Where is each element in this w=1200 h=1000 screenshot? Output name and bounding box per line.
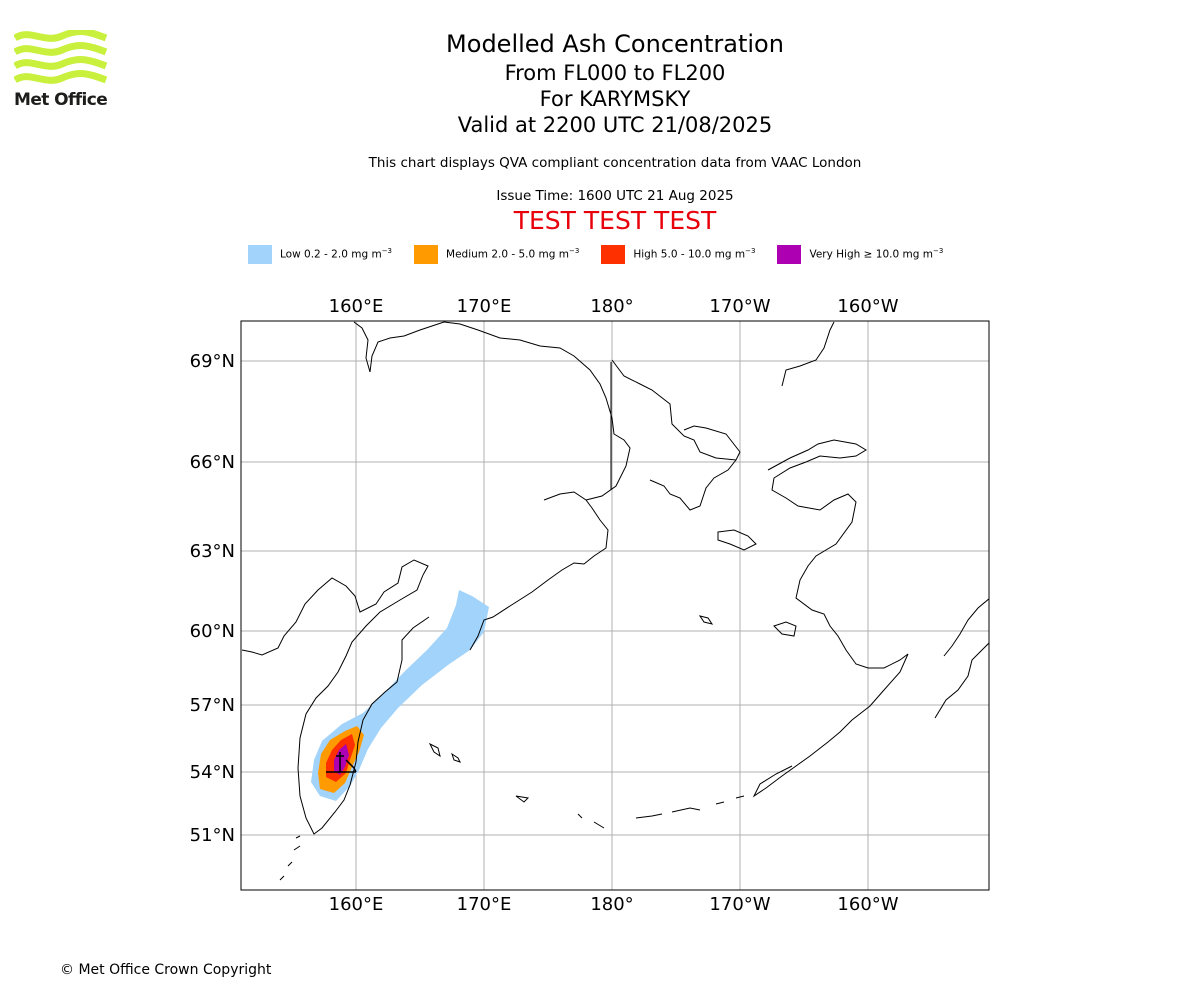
legend-swatch-very-high xyxy=(777,244,802,264)
coastline-alaska-seward xyxy=(649,459,737,511)
lat-tick-label: 69°N xyxy=(190,351,235,372)
legend-item-high: High 5.0 - 10.0 mg m−3 xyxy=(601,244,756,264)
island-aleutians-1 xyxy=(515,795,663,829)
coastline-alaska-kotzebue xyxy=(767,439,909,669)
map-frame xyxy=(240,320,990,891)
legend-swatch-high xyxy=(601,244,626,264)
coastline-kamchatka xyxy=(297,574,430,835)
legend-item-very-high: Very High ≥ 10.0 mg m−3 xyxy=(777,244,944,264)
lon-tick-label-top: 160°W xyxy=(837,296,898,317)
ash-plume-very-high xyxy=(334,744,349,775)
island-aleutians-2 xyxy=(671,795,745,813)
flight-level-range: From FL000 to FL200 xyxy=(504,61,726,85)
chart-title-block: Modelled Ash Concentration From FL000 to… xyxy=(300,28,930,236)
legend-label-high: High 5.0 - 10.0 mg m−3 xyxy=(633,247,756,261)
coastline-gulf-alaska xyxy=(934,642,989,719)
test-banner: TEST TEST TEST xyxy=(513,206,717,235)
lon-tick-label-bottom: 170°E xyxy=(457,894,512,915)
island-commander xyxy=(428,742,461,763)
lon-tick-label-top: 170°W xyxy=(709,296,770,317)
coastline-siberia-pacific xyxy=(469,491,609,651)
karymsky-volcano-marker xyxy=(326,752,357,773)
lon-tick-label-top: 170°E xyxy=(457,296,512,317)
map-content xyxy=(241,321,989,881)
legend-label-low: Low 0.2 - 2.0 mg m−3 xyxy=(280,247,393,261)
lat-tick-label: 51°N xyxy=(190,825,235,846)
coastline-alaska-north xyxy=(781,321,835,387)
coastline-okhotsk xyxy=(241,559,429,656)
qva-note: This chart displays QVA compliant concen… xyxy=(368,155,862,171)
coastline-bristol-bay xyxy=(752,653,909,798)
legend-item-medium: Medium 2.0 - 5.0 mg m−3 xyxy=(414,244,580,264)
legend-swatch-medium xyxy=(414,244,439,264)
lon-tick-label-bottom: 180° xyxy=(590,894,633,915)
coastline-alaska-west xyxy=(611,359,741,461)
graticule xyxy=(241,321,989,890)
lat-tick-label: 57°N xyxy=(190,695,235,716)
legend-item-low: Low 0.2 - 2.0 mg m−3 xyxy=(248,244,393,264)
lat-tick-label: 54°N xyxy=(190,762,235,783)
lon-tick-label-bottom: 160°E xyxy=(329,894,384,915)
lon-tick-label-top: 180° xyxy=(590,296,633,317)
legend-swatch-low xyxy=(248,244,272,264)
island-pribilof xyxy=(698,615,714,625)
concentration-legend: Low 0.2 - 2.0 mg m−3 Medium 2.0 - 5.0 mg… xyxy=(248,243,965,265)
copyright: © Met Office Crown Copyright xyxy=(60,962,272,978)
volcano-name: For KARYMSKY xyxy=(539,87,691,111)
legend-label-medium: Medium 2.0 - 5.0 mg m−3 xyxy=(446,247,580,261)
lat-tick-label: 66°N xyxy=(190,452,235,473)
lon-tick-label-bottom: 170°W xyxy=(709,894,770,915)
coastlines xyxy=(241,321,989,881)
logo-text: Met Office xyxy=(14,90,108,110)
lon-tick-label-bottom: 160°W xyxy=(837,894,898,915)
valid-time: Valid at 2200 UTC 21/08/2025 xyxy=(457,113,773,137)
legend-label-very-high: Very High ≥ 10.0 mg m−3 xyxy=(809,247,944,261)
lat-tick-label: 60°N xyxy=(190,621,235,642)
coastline-chukotka xyxy=(443,321,631,501)
lon-tick-label-top: 160°E xyxy=(329,296,384,317)
island-nunivak xyxy=(773,621,797,637)
issue-time: Issue Time: 1600 UTC 21 Aug 2025 xyxy=(496,188,734,204)
coastline-east-siberian xyxy=(353,321,445,373)
met-office-logo: Met Office xyxy=(13,28,110,114)
island-kuril xyxy=(279,835,301,881)
lat-tick-label: 63°N xyxy=(190,541,235,562)
chart-title: Modelled Ash Concentration xyxy=(446,30,784,58)
axis-tick-labels: 160°E 160°E 170°E 170°E 180° 180° 170°W 170°W 16… xyxy=(190,296,899,915)
coastline-gulf-alaska-2 xyxy=(943,598,989,657)
island-st-lawrence xyxy=(717,529,757,551)
met-office-waves-icon xyxy=(13,28,108,84)
